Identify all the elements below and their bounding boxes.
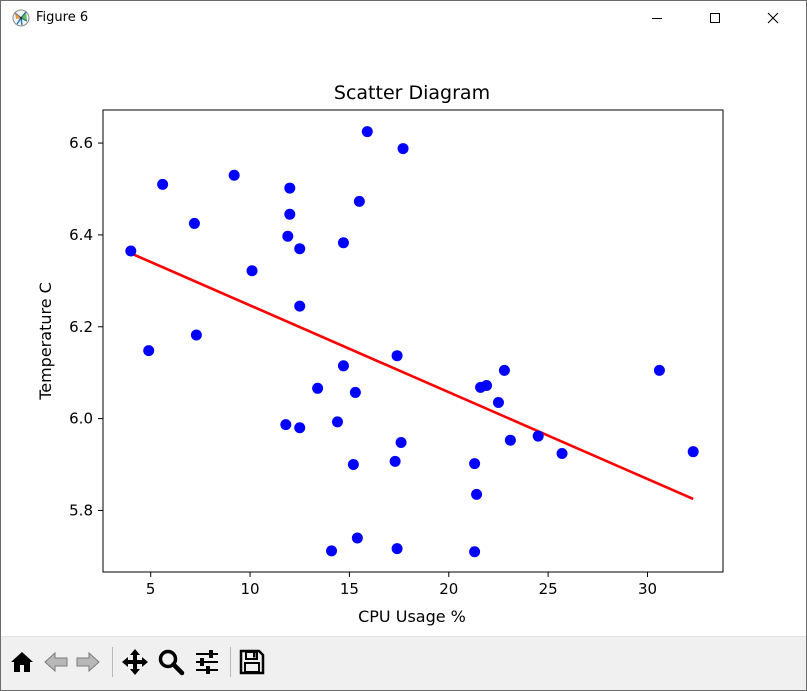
title-bar[interactable]: Figure 6 (1, 1, 806, 34)
navigation-toolbar (1, 636, 806, 690)
maximize-icon (710, 12, 720, 23)
y-tick-label: 6.2 (69, 318, 93, 336)
matplotlib-figure-icon (12, 9, 30, 27)
scatter-point (391, 350, 403, 362)
x-tick-label: 25 (539, 580, 558, 598)
zoom-button[interactable] (156, 647, 186, 677)
y-tick-label: 6.4 (69, 226, 93, 244)
close-icon (767, 12, 779, 23)
scatter-point (190, 329, 202, 341)
floppy-disk-icon (239, 649, 265, 675)
scatter-point (481, 380, 493, 392)
pan-button[interactable] (120, 647, 150, 677)
scatter-point (228, 169, 240, 181)
scatter-point (397, 143, 409, 155)
figure-canvas[interactable]: Scatter Diagram 5 10 15 20 25 30 5.8 6.0 6.2 6.4… (1, 34, 806, 636)
scatter-point (337, 360, 349, 372)
arrow-right-icon (76, 651, 100, 673)
scatter-point (294, 422, 306, 434)
y-axis-label: Temperature C (36, 282, 55, 401)
scatter-point (157, 178, 169, 190)
scatter-point (284, 208, 296, 220)
scatter-point (556, 448, 568, 460)
scatter-point (361, 126, 373, 138)
x-tick-label: 5 (146, 580, 156, 598)
scatter-point (282, 230, 294, 242)
scatter-point (492, 397, 504, 409)
scatter-point (280, 419, 292, 431)
home-button[interactable] (7, 647, 37, 677)
trendline (130, 252, 694, 501)
scatter-point (469, 458, 481, 470)
trendline-layer (130, 252, 694, 501)
chart-title: Scatter Diagram (334, 82, 490, 104)
window-title: Figure 6 (36, 10, 89, 25)
scatter-point (125, 245, 137, 257)
magnifier-icon (158, 649, 185, 676)
sliders-icon (196, 650, 218, 674)
back-button[interactable] (41, 647, 71, 677)
minimize-button[interactable] (628, 1, 686, 34)
scatter-point (188, 217, 200, 229)
scatter-point (294, 300, 306, 312)
configure-subplots-button[interactable] (192, 647, 222, 677)
toolbar-separator (112, 647, 113, 677)
scatter-point (337, 237, 349, 249)
x-tick-label: 20 (439, 580, 458, 598)
home-icon (11, 652, 33, 672)
scatter-point (389, 455, 401, 467)
scatter-chart: Scatter Diagram 5 10 15 20 25 30 5.8 6.0 6.2 6.4… (36, 82, 724, 626)
scatter-point (143, 345, 155, 357)
scatter-point (351, 532, 363, 544)
maximize-button[interactable] (686, 1, 744, 34)
scatter-point (471, 488, 483, 500)
scatter-point (312, 382, 324, 394)
scatter-point (349, 386, 361, 398)
scatter-point (498, 364, 510, 376)
x-axis-label: CPU Usage % (358, 607, 466, 626)
scatter-point (246, 265, 258, 277)
forward-button[interactable] (73, 647, 103, 677)
scatter-point (353, 195, 365, 207)
x-tick-label: 15 (340, 580, 359, 598)
x-tick-label: 10 (241, 580, 260, 598)
y-tick-label: 5.8 (69, 501, 93, 519)
scatter-point (504, 434, 516, 446)
scatter-point (294, 243, 306, 255)
minimize-icon (652, 17, 662, 19)
x-tick-label: 30 (638, 580, 657, 598)
close-button[interactable] (744, 1, 802, 34)
scatter-points (125, 126, 699, 558)
arrow-left-icon (44, 651, 68, 673)
scatter-point (347, 459, 359, 471)
scatter-point (326, 545, 338, 557)
scatter-point (469, 546, 481, 558)
toolbar-separator (230, 647, 231, 677)
scatter-point (653, 364, 665, 376)
y-axis-ticks: 5.8 6.0 6.2 6.4 6.6 (69, 134, 103, 519)
scatter-point (391, 543, 403, 555)
move-arrows-icon (122, 649, 148, 675)
scatter-point (395, 436, 407, 448)
scatter-point (687, 446, 699, 458)
scatter-point (331, 416, 343, 428)
scatter-point (532, 430, 544, 442)
y-tick-label: 6.0 (69, 410, 93, 428)
scatter-point (284, 182, 296, 194)
save-button[interactable] (237, 647, 267, 677)
y-tick-label: 6.6 (69, 134, 93, 152)
x-axis-ticks: 5 10 15 20 25 30 (146, 572, 657, 598)
axes-frame (102, 109, 724, 573)
